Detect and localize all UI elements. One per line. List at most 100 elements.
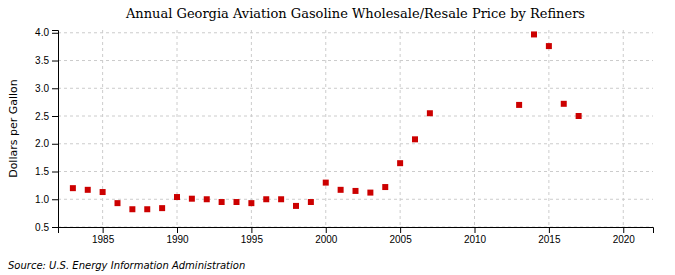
- point: [174, 194, 180, 200]
- grid-line-y: [58, 32, 653, 33]
- grid-line-y: [58, 60, 653, 61]
- x-tick-mark: [326, 227, 327, 233]
- y-tick-mark: [52, 33, 58, 34]
- grid-line-x: [400, 30, 401, 227]
- x-axis: 1985 1990 1995 2000 2005 2010 2015 2020: [59, 227, 654, 245]
- y-tick-mark: [52, 144, 58, 145]
- y-axis-label: Dollars per Gallon: [7, 79, 20, 178]
- y-tick-label: 1.0: [35, 194, 49, 205]
- y-tick-mark: [52, 88, 58, 89]
- grid-line-x: [251, 30, 252, 227]
- y-axis-line: [52, 31, 59, 228]
- point: [397, 160, 403, 166]
- y-tick: 1.5: [35, 166, 58, 177]
- grid-line-x: [474, 30, 475, 227]
- point: [204, 196, 210, 202]
- point: [546, 43, 552, 49]
- point: [367, 190, 373, 196]
- grid-line-y: [58, 171, 653, 172]
- y-tick-mark: [52, 199, 58, 200]
- x-tick: 2005: [390, 227, 413, 245]
- point: [263, 196, 269, 202]
- x-axis-line: [59, 228, 654, 234]
- title: Annual Georgia Aviation Gasoline Wholesa…: [125, 6, 585, 21]
- point: [100, 189, 106, 195]
- y-tick: 2.5: [35, 111, 58, 122]
- point: [85, 187, 91, 193]
- point: [278, 196, 284, 202]
- point: [338, 187, 344, 193]
- x-tick-label: 2020: [613, 234, 636, 245]
- point: [129, 206, 135, 212]
- y-tick-mark: [52, 116, 58, 117]
- point: [144, 206, 150, 212]
- y-tick-label: 3.0: [35, 83, 49, 94]
- y-tick-mark: [52, 227, 58, 228]
- x-tick-label: 2000: [315, 234, 338, 245]
- point: [353, 188, 359, 194]
- x-tick-label: 2005: [390, 234, 413, 245]
- point: [70, 185, 76, 191]
- point: [159, 205, 165, 211]
- x-tick-mark: [623, 227, 624, 233]
- point: [382, 184, 388, 190]
- point: [412, 136, 418, 142]
- point: [308, 199, 314, 205]
- x-tick-label: 1985: [92, 234, 115, 245]
- points: [70, 31, 582, 212]
- grid-line-x: [102, 30, 103, 227]
- point: [115, 200, 121, 206]
- y-tick: 4.0: [35, 27, 58, 38]
- grid-line-x: [325, 30, 326, 227]
- y-tick-label: 3.5: [35, 55, 49, 66]
- point: [516, 102, 522, 108]
- grid: [58, 30, 653, 227]
- x-tick-label: 2010: [464, 234, 487, 245]
- y-tick: 1.0: [35, 194, 58, 205]
- x-tick: 1990: [166, 227, 189, 245]
- source-note: Source: U.S. Energy Information Administ…: [8, 260, 245, 271]
- grid-line-y: [58, 116, 653, 117]
- point: [219, 199, 225, 205]
- point: [248, 200, 254, 206]
- x-tick-mark: [475, 227, 476, 233]
- y-tick-label: 2.0: [35, 138, 49, 149]
- grid-line-y: [58, 88, 653, 89]
- x-tick: 2020: [613, 227, 636, 245]
- x-tick: 1995: [241, 227, 264, 245]
- point: [561, 101, 567, 107]
- y-tick-label: 0.5: [35, 222, 49, 233]
- point: [189, 196, 195, 202]
- y-tick: 3.5: [35, 55, 58, 66]
- grid-line-x: [623, 30, 624, 227]
- x-tick: 2010: [464, 227, 487, 245]
- y-tick: 2.0: [35, 138, 58, 149]
- point: [234, 199, 240, 205]
- x-tick-mark: [177, 227, 178, 233]
- point: [323, 180, 329, 186]
- grid-line-x: [548, 30, 549, 227]
- y-axis: 0.5 1.0 1.5 2.0 2.5 3.0 3.5 4.0: [35, 27, 58, 232]
- x-tick-mark: [103, 227, 104, 233]
- chart: 1985 1990 1995 2000 2005 2010 2015 2020 0.5 1.0 1.…: [0, 0, 675, 275]
- point: [293, 203, 299, 209]
- grid-line-y: [58, 143, 653, 144]
- y-tick-mark: [52, 61, 58, 62]
- x-tick: 2015: [538, 227, 561, 245]
- y-tick: 3.0: [35, 83, 58, 94]
- x-tick-label: 1995: [241, 234, 264, 245]
- y-tick-label: 1.5: [35, 166, 49, 177]
- x-tick-mark: [549, 227, 550, 233]
- x-tick-label: 2015: [538, 234, 561, 245]
- x-tick-mark: [400, 227, 401, 233]
- x-tick-mark: [251, 227, 252, 233]
- x-tick: 2000: [315, 227, 338, 245]
- y-tick-label: 2.5: [35, 111, 49, 122]
- x-tick: 1985: [92, 227, 115, 245]
- y-tick-mark: [52, 172, 58, 173]
- x-tick-label: 1990: [166, 234, 189, 245]
- point: [427, 110, 433, 116]
- point: [531, 31, 537, 37]
- point: [576, 113, 582, 119]
- y-tick-label: 4.0: [35, 27, 49, 38]
